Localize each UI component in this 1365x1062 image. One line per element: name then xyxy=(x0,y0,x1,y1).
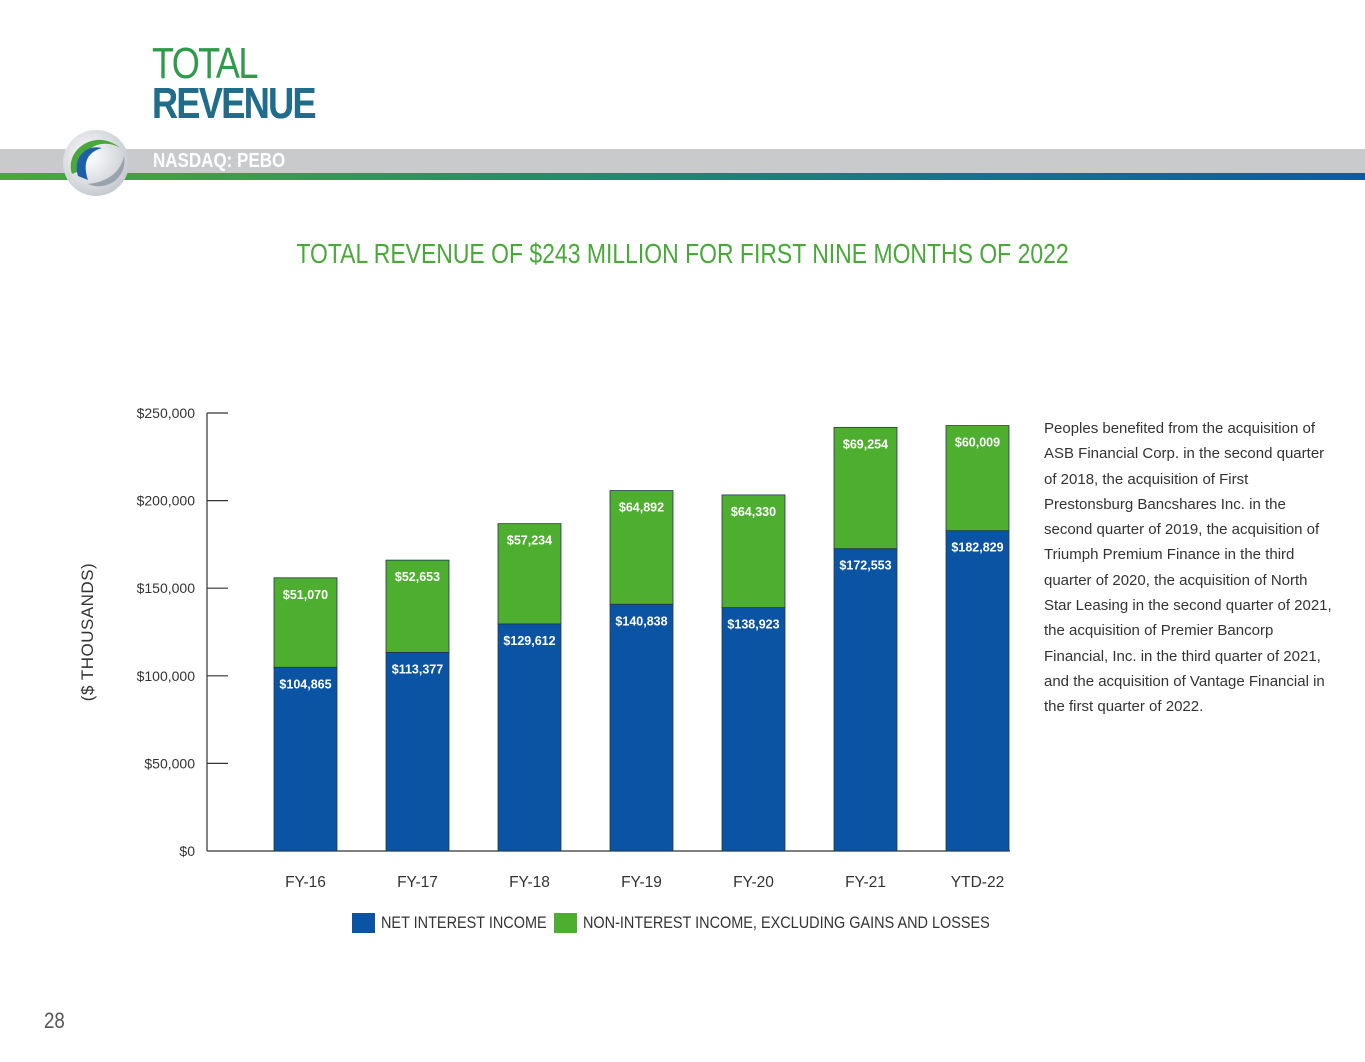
bar-non-interest xyxy=(945,425,1010,532)
page-title: TOTAL REVENUE xyxy=(152,39,351,128)
bar-non-interest xyxy=(721,494,786,609)
bar-non-interest xyxy=(609,490,674,605)
x-tick-label: FY-20 xyxy=(733,874,774,891)
bar-non-interest xyxy=(833,426,898,550)
data-label-net-interest: $140,838 xyxy=(615,614,667,628)
company-logo-icon xyxy=(63,130,129,196)
data-label-non-interest: $51,070 xyxy=(283,588,328,602)
x-tick-label: FY-18 xyxy=(509,874,550,891)
bar-net-interest xyxy=(833,548,898,852)
x-tick-label: FY-17 xyxy=(397,874,438,891)
data-label-non-interest: $57,234 xyxy=(507,534,552,548)
y-tick-label: $250,000 xyxy=(137,405,196,421)
legend-swatch-non-interest xyxy=(554,913,577,933)
data-label-net-interest: $129,612 xyxy=(503,634,555,648)
y-tick-label: $150,000 xyxy=(137,580,196,596)
data-label-net-interest: $172,553 xyxy=(839,559,891,573)
legend-label-non-interest: NON-INTEREST INCOME, EXCLUDING GAINS AND… xyxy=(583,913,990,932)
bar-net-interest xyxy=(385,651,450,852)
data-label-non-interest: $64,892 xyxy=(619,501,664,515)
legend-item-non-interest: NON-INTEREST INCOME, EXCLUDING GAINS AND… xyxy=(554,912,1062,934)
bar-non-interest xyxy=(497,523,562,625)
data-label-non-interest: $69,254 xyxy=(843,437,888,451)
acquisitions-note: Peoples benefited from the acquisition o… xyxy=(1044,420,1332,716)
data-label-net-interest: $113,377 xyxy=(392,662,443,676)
y-axis-label: ($ THOUSANDS) xyxy=(78,562,97,702)
y-tick-label: $200,000 xyxy=(137,493,196,509)
header-gradient-line xyxy=(0,173,1365,180)
page-title-line1: TOTAL xyxy=(152,39,258,88)
page-number: 28 xyxy=(44,1008,65,1033)
data-label-non-interest: $64,330 xyxy=(731,505,776,519)
y-tick-label: $0 xyxy=(179,843,195,859)
bar-net-interest xyxy=(497,623,562,852)
x-tick-label: YTD-22 xyxy=(951,874,1004,891)
header-band xyxy=(0,149,1365,173)
ticker-label: NASDAQ: PEBO xyxy=(153,150,286,172)
data-label-non-interest: $60,009 xyxy=(955,436,1000,450)
bar-non-interest xyxy=(385,559,450,653)
data-label-net-interest: $138,923 xyxy=(727,618,779,632)
legend-swatch-net-interest xyxy=(352,913,375,933)
x-tick-label: FY-21 xyxy=(845,874,886,891)
chart-title: TOTAL REVENUE OF $243 MILLION FOR FIRST … xyxy=(296,238,1069,269)
x-tick-label: FY-16 xyxy=(285,874,326,891)
bar-non-interest xyxy=(273,577,338,668)
bar-net-interest xyxy=(609,603,674,852)
bar-net-interest xyxy=(945,530,1010,852)
y-tick-label: $50,000 xyxy=(144,755,195,771)
bar-net-interest xyxy=(721,607,786,852)
y-tick-label: $100,000 xyxy=(137,668,196,684)
legend-item-net-interest: NET INTEREST INCOME xyxy=(352,912,576,934)
data-label-net-interest: $182,829 xyxy=(951,541,1003,555)
legend-label-net-interest: NET INTEREST INCOME xyxy=(381,913,547,932)
bar-net-interest xyxy=(273,666,338,852)
page-title-line2: REVENUE xyxy=(152,79,317,128)
data-label-non-interest: $52,653 xyxy=(395,570,440,584)
data-label-net-interest: $104,865 xyxy=(279,677,331,691)
x-tick-label: FY-19 xyxy=(621,874,662,891)
